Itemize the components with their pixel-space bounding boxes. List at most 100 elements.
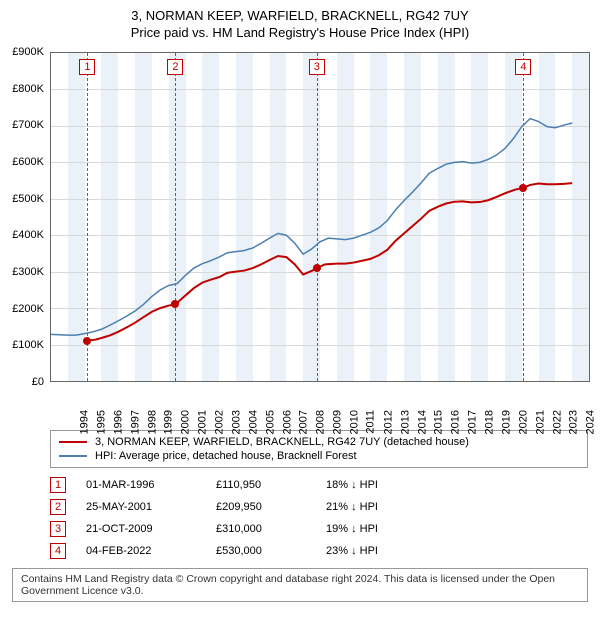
sale-diff: 19% ↓ HPI [326, 523, 436, 535]
x-axis-label: 2017 [467, 410, 479, 434]
x-axis-label: 2008 [315, 410, 327, 434]
x-axis-label: 2021 [534, 410, 546, 434]
x-tick [84, 381, 85, 382]
table-row: 3 21-OCT-2009 £310,000 19% ↓ HPI [50, 518, 588, 540]
x-tick [572, 381, 573, 382]
x-tick [471, 381, 472, 382]
x-tick [219, 381, 220, 382]
y-axis-label: £400K [12, 229, 44, 241]
x-tick [135, 381, 136, 382]
x-tick [404, 381, 405, 382]
x-tick [320, 381, 321, 382]
sale-marker-icon: 4 [50, 543, 66, 559]
x-axis-label: 2016 [450, 410, 462, 434]
x-axis-label: 2022 [551, 410, 563, 434]
sale-diff: 21% ↓ HPI [326, 501, 436, 513]
sale-date: 04-FEB-2022 [86, 545, 196, 557]
x-tick [555, 381, 556, 382]
x-axis-label: 2012 [382, 410, 394, 434]
x-tick [269, 381, 270, 382]
x-axis-label: 2004 [247, 410, 259, 434]
x-axis-label: 1997 [129, 410, 141, 434]
y-axis-label: £700K [12, 119, 44, 131]
x-tick [521, 381, 522, 382]
sales-table: 1 01-MAR-1996 £110,950 18% ↓ HPI 2 25-MAY-200… [50, 474, 588, 562]
sale-dot-1 [83, 337, 91, 345]
x-tick [336, 381, 337, 382]
sale-price: £530,000 [216, 545, 306, 557]
sale-dot-2 [171, 300, 179, 308]
sale-date: 25-MAY-2001 [86, 501, 196, 513]
y-axis-label: £900K [12, 46, 44, 58]
page-title-line1: 3, NORMAN KEEP, WARFIELD, BRACKNELL, RG4… [10, 8, 590, 23]
legend-swatch-hpi [59, 455, 87, 457]
y-axis-label: £500K [12, 193, 44, 205]
x-tick [454, 381, 455, 382]
x-axis-label: 2005 [264, 410, 276, 434]
x-tick [420, 381, 421, 382]
y-axis-label: £200K [12, 303, 44, 315]
sale-dot-3 [313, 264, 321, 272]
x-tick [185, 381, 186, 382]
chart: £0 £100K £200K £300K £400K £500K £600K £700K £80… [0, 44, 600, 424]
x-tick [235, 381, 236, 382]
x-tick [101, 381, 102, 382]
table-row: 2 25-MAY-2001 £209,950 21% ↓ HPI [50, 496, 588, 518]
sale-diff: 18% ↓ HPI [326, 479, 436, 491]
x-tick [51, 381, 52, 382]
sale-marker-icon: 2 [50, 499, 66, 515]
sale-price: £310,000 [216, 523, 306, 535]
x-axis-label: 1995 [95, 410, 107, 434]
y-axis-label: £300K [12, 266, 44, 278]
x-tick [370, 381, 371, 382]
x-axis-label: 1999 [163, 410, 175, 434]
x-tick [353, 381, 354, 382]
series-line-price-paid [51, 53, 589, 381]
y-axis-label: £800K [12, 83, 44, 95]
x-axis-label: 2014 [416, 410, 428, 434]
sale-dot-4 [519, 184, 527, 192]
legend: 3, NORMAN KEEP, WARFIELD, BRACKNELL, RG4… [50, 430, 588, 468]
x-axis-label: 2006 [281, 410, 293, 434]
x-axis-label: 2023 [568, 410, 580, 434]
x-axis-label: 2002 [213, 410, 225, 434]
sale-date: 01-MAR-1996 [86, 479, 196, 491]
table-row: 1 01-MAR-1996 £110,950 18% ↓ HPI [50, 474, 588, 496]
sale-marker-icon: 1 [50, 477, 66, 493]
y-axis-label: £0 [32, 376, 44, 388]
sale-date: 21-OCT-2009 [86, 523, 196, 535]
legend-label-price-paid: 3, NORMAN KEEP, WARFIELD, BRACKNELL, RG4… [95, 436, 469, 448]
x-axis-label: 1994 [78, 410, 90, 434]
x-axis-label: 2001 [197, 410, 209, 434]
y-axis-label: £600K [12, 156, 44, 168]
x-tick [151, 381, 152, 382]
x-tick [118, 381, 119, 382]
x-axis-label: 2000 [180, 410, 192, 434]
x-tick [504, 381, 505, 382]
sale-price: £209,950 [216, 501, 306, 513]
x-axis-label: 2009 [332, 410, 344, 434]
x-axis-label: 2024 [585, 410, 597, 434]
x-tick [202, 381, 203, 382]
x-axis-label: 2013 [399, 410, 411, 434]
x-tick [303, 381, 304, 382]
legend-label-hpi: HPI: Average price, detached house, Brac… [95, 450, 357, 462]
x-axis-label: 2018 [483, 410, 495, 434]
x-tick [252, 381, 253, 382]
table-row: 404-FEB-2022£530,00023% ↓ HPI [50, 540, 588, 562]
x-tick [67, 381, 68, 382]
page-title-line2: Price paid vs. HM Land Registry's House … [10, 25, 590, 40]
x-tick [387, 381, 388, 382]
x-axis-label: 1996 [112, 410, 124, 434]
x-axis-label: 2007 [298, 410, 310, 434]
x-axis-label: 1998 [146, 410, 158, 434]
x-axis-label: 2015 [433, 410, 445, 434]
sale-price: £110,950 [216, 479, 306, 491]
attribution: Contains HM Land Registry data © Crown c… [12, 568, 588, 602]
x-axis-label: 2020 [517, 410, 529, 434]
y-axis-label: £100K [12, 339, 44, 351]
x-tick [168, 381, 169, 382]
x-axis-label: 2010 [348, 410, 360, 434]
x-axis-label: 2019 [500, 410, 512, 434]
sale-marker-icon: 3 [50, 521, 66, 537]
